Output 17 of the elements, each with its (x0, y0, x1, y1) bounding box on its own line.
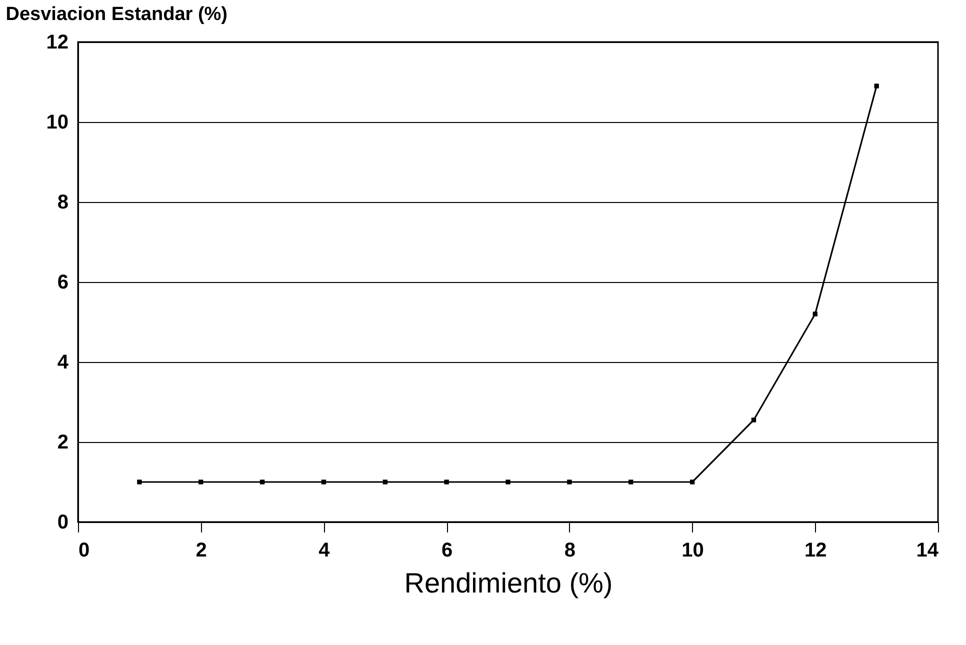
y-tick-label: 0 (57, 512, 68, 534)
y-tick-label: 6 (57, 272, 68, 294)
x-tick-label: 10 (682, 540, 704, 562)
x-axis-title: Rendimiento (%) (404, 568, 613, 598)
y-axis-title: Desviacion Estandar (%) (6, 4, 228, 25)
x-tick-label: 8 (564, 540, 576, 562)
x-tick-label: 14 (916, 540, 940, 562)
y-tick-label: 10 (46, 112, 68, 134)
x-tick-label: 0 (78, 540, 90, 562)
y-tick-label: 12 (46, 32, 68, 54)
y-tick-label: 8 (57, 192, 68, 214)
x-tick-label: 2 (196, 540, 207, 562)
x-tick-label: 4 (318, 540, 331, 562)
x-tick-label: 12 (804, 540, 827, 562)
y-tick-label: 2 (57, 432, 68, 454)
y-tick-label: 4 (57, 352, 70, 374)
x-tick-label: 6 (442, 540, 453, 562)
